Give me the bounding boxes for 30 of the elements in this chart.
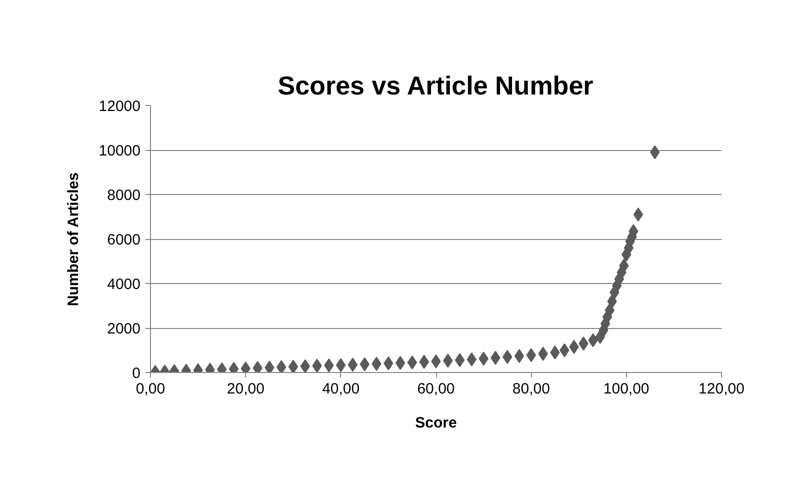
chart-title: Scores vs Article Number (278, 70, 594, 100)
point (288, 360, 298, 372)
x-tick-label: 40,00 (322, 380, 360, 398)
x-tick-label: 100,00 (603, 380, 650, 398)
y-tick-label: 4000 (107, 276, 141, 293)
y-tick-label: 2000 (107, 320, 141, 338)
y-tick-label: 12000 (98, 98, 141, 115)
x-tick-label: 0,00 (136, 380, 166, 398)
y-tick-label: 8000 (107, 187, 141, 204)
x-tick-label: 20,00 (226, 380, 264, 398)
point (454, 353, 465, 368)
point (604, 303, 615, 318)
point (312, 358, 322, 372)
point (300, 359, 310, 372)
point (348, 358, 358, 372)
point (633, 208, 644, 222)
x-tick-label: 120,00 (698, 380, 744, 398)
point (514, 349, 524, 364)
point (276, 360, 286, 372)
point (407, 355, 418, 370)
point (264, 360, 274, 372)
x-tick-label: 80,00 (512, 380, 550, 398)
x-axis-title: Score (415, 414, 457, 432)
y-axis-title: Number of Articles (64, 172, 82, 306)
y-tick-label: 6000 (107, 232, 141, 248)
y-tick-label: 0 (132, 365, 140, 382)
x-tick-label: 60,00 (417, 380, 455, 398)
point (466, 352, 477, 366)
point (395, 356, 406, 370)
y-tick-label: 10000 (98, 142, 141, 160)
